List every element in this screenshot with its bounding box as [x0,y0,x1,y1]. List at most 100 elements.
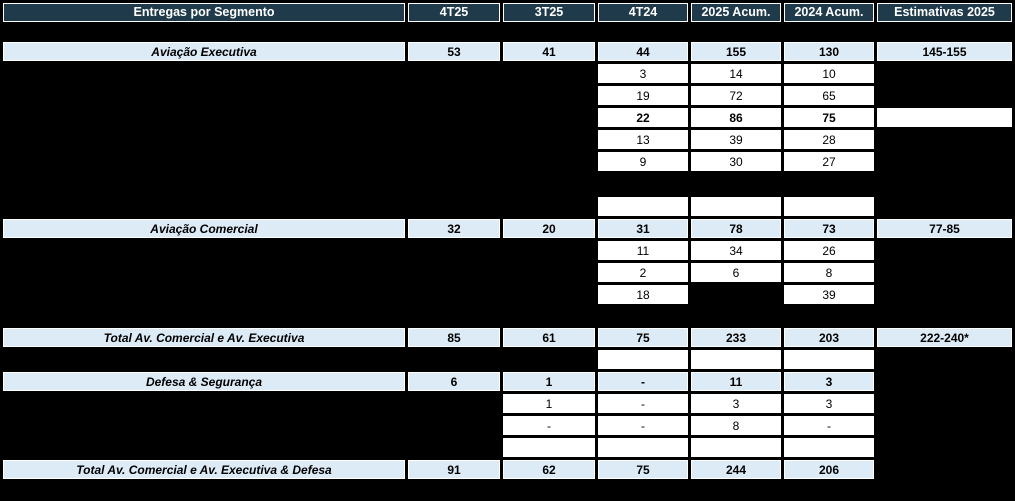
cell-defesa-seguranca-2025-acum: 11 [691,372,781,391]
table-row-empty-row-2 [3,350,1012,369]
cell-aviacao-executiva-3t25: 41 [503,42,595,61]
cell-executiva-sub-2-2024-acum: 65 [784,86,874,105]
cell-aviacao-comercial-4t25: 32 [408,219,500,238]
cell-defesa-sub-1-2024-acum: 3 [784,394,874,413]
cell-executiva-sub-3-2024-acum: 75 [784,108,874,127]
cell-executiva-sub-3-4t24: 22 [598,108,688,127]
column-header-2024-acum: 2024 Acum. [784,3,874,22]
cell-executiva-sub-5-2024-acum: 27 [784,152,874,171]
cell-comercial-sub-1-2025-acum: 34 [691,241,781,260]
cell-empty-row-3-4t24 [598,438,688,457]
table-row-executiva-sub-1: 3 14 10 [3,64,1012,83]
column-header-estimativas-2025: Estimativas 2025 [877,3,1012,22]
cell-comercial-sub-2-2024-acum: 8 [784,263,874,282]
cell-defesa-sub-1-3t25: 1 [503,394,595,413]
cell-empty-row-1-4t24 [598,197,688,216]
cell-total-comercial-executiva-3t25: 61 [503,328,595,347]
cell-aviacao-executiva-4t25: 53 [408,42,500,61]
cell-executiva-sub-5-2025-acum: 30 [691,152,781,171]
cell-aviacao-comercial-estimativas-2025: 77-85 [877,219,1012,238]
cell-defesa-seguranca-2024-acum: 3 [784,372,874,391]
cell-defesa-sub-2-3t25: - [503,416,595,435]
row-label-defesa-seguranca: Defesa & Segurança [3,372,405,391]
cell-total-comercial-executiva-defesa-3t25: 62 [503,460,595,479]
table-row-empty-row-3 [3,438,1012,457]
cell-defesa-seguranca-4t24: - [598,372,688,391]
cell-defesa-sub-1-4t24: - [598,394,688,413]
cell-total-comercial-executiva-defesa-2024-acum: 206 [784,460,874,479]
cell-executiva-sub-3-estimativas-2025 [877,108,1012,127]
cell-aviacao-executiva-4t24: 44 [598,42,688,61]
table-row-executiva-sub-5: 9 30 27 [3,152,1012,171]
cell-comercial-sub-2-2025-acum: 6 [691,263,781,282]
cell-empty-row-2-4t24 [598,350,688,369]
row-label-total-comercial-executiva-defesa: Total Av. Comercial e Av. Executiva & De… [3,460,405,479]
table-row-defesa-seguranca: Defesa & Segurança 6 1-11 3 [3,372,1012,391]
cell-empty-row-3-2024-acum [784,438,874,457]
cell-aviacao-executiva-estimativas-2025: 145-155 [877,42,1012,61]
cell-defesa-sub-1-2025-acum: 3 [691,394,781,413]
cell-executiva-sub-4-4t24: 13 [598,130,688,149]
table-row-defesa-sub-2: --8- [3,416,1012,435]
cell-empty-row-1-2025-acum [691,197,781,216]
row-label-total-comercial-executiva: Total Av. Comercial e Av. Executiva [3,328,405,347]
row-label-aviacao-comercial: Aviação Comercial [3,219,405,238]
table-row-total-comercial-executiva: Total Av. Comercial e Av. Executiva 85 61 7… [3,328,1012,347]
table-row-comercial-sub-3: 18 39 [3,285,1012,304]
table-row-aviacao-executiva: Aviação Executiva 53 41 44 155 130 145-155 [3,42,1012,61]
cell-executiva-sub-2-4t24: 19 [598,86,688,105]
column-header-4t25: 4T25 [408,3,500,22]
cell-executiva-sub-1-2024-acum: 10 [784,64,874,83]
cell-total-comercial-executiva-defesa-4t24: 75 [598,460,688,479]
cell-empty-row-3-3t25 [503,438,595,457]
cell-defesa-sub-2-2025-acum: 8 [691,416,781,435]
cell-comercial-sub-1-2024-acum: 26 [784,241,874,260]
cell-empty-row-2-2024-acum [784,350,874,369]
cell-empty-row-3-2025-acum [691,438,781,457]
column-header-2025-acum: 2025 Acum. [691,3,781,22]
table-title: Entregas por Segmento [3,3,405,22]
cell-total-comercial-executiva-defesa-2025-acum: 244 [691,460,781,479]
cell-total-comercial-executiva-2024-acum: 203 [784,328,874,347]
cell-executiva-sub-1-4t24: 3 [598,64,688,83]
table-row-empty-row-1 [3,197,1012,216]
cell-executiva-sub-1-2025-acum: 14 [691,64,781,83]
column-header-3t25: 3T25 [503,3,595,22]
cell-aviacao-comercial-2025-acum: 78 [691,219,781,238]
header-row: Entregas por Segmento 4T25 3T25 4T24 202… [3,3,1012,22]
cell-total-comercial-executiva-estimativas-2025: 222-240* [877,328,1012,347]
cell-total-comercial-executiva-2025-acum: 233 [691,328,781,347]
cell-aviacao-comercial-4t24: 31 [598,219,688,238]
cell-total-comercial-executiva-defesa-4t25: 91 [408,460,500,479]
cell-comercial-sub-3-4t24: 18 [598,285,688,304]
cell-executiva-sub-4-2024-acum: 28 [784,130,874,149]
cell-defesa-sub-2-2024-acum: - [784,416,874,435]
cell-executiva-sub-3-2025-acum: 86 [691,108,781,127]
cell-total-comercial-executiva-4t24: 75 [598,328,688,347]
cell-aviacao-comercial-3t25: 20 [503,219,595,238]
cell-empty-row-1-2024-acum [784,197,874,216]
cell-empty-row-2-2025-acum [691,350,781,369]
cell-aviacao-executiva-2024-acum: 130 [784,42,874,61]
cell-comercial-sub-2-4t24: 2 [598,263,688,282]
cell-comercial-sub-3-2024-acum: 39 [784,285,874,304]
cell-executiva-sub-4-2025-acum: 39 [691,130,781,149]
cell-executiva-sub-2-2025-acum: 72 [691,86,781,105]
cell-defesa-sub-2-4t24: - [598,416,688,435]
column-header-4t24: 4T24 [598,3,688,22]
cell-total-comercial-executiva-4t25: 85 [408,328,500,347]
table-row-executiva-sub-2: 19 72 65 [3,86,1012,105]
table-row-aviacao-comercial: Aviação Comercial 32 20 31 78 73 77-85 [3,219,1012,238]
table-row-comercial-sub-1: 11 34 26 [3,241,1012,260]
table-row-executiva-sub-4: 13 39 28 [3,130,1012,149]
cell-executiva-sub-5-4t24: 9 [598,152,688,171]
cell-aviacao-comercial-2024-acum: 73 [784,219,874,238]
cell-aviacao-executiva-2025-acum: 155 [691,42,781,61]
row-label-aviacao-executiva: Aviação Executiva [3,42,405,61]
table-row-total-comercial-executiva-defesa: Total Av. Comercial e Av. Executiva & De… [3,460,1012,479]
cell-defesa-seguranca-3t25: 1 [503,372,595,391]
cell-defesa-seguranca-4t25: 6 [408,372,500,391]
